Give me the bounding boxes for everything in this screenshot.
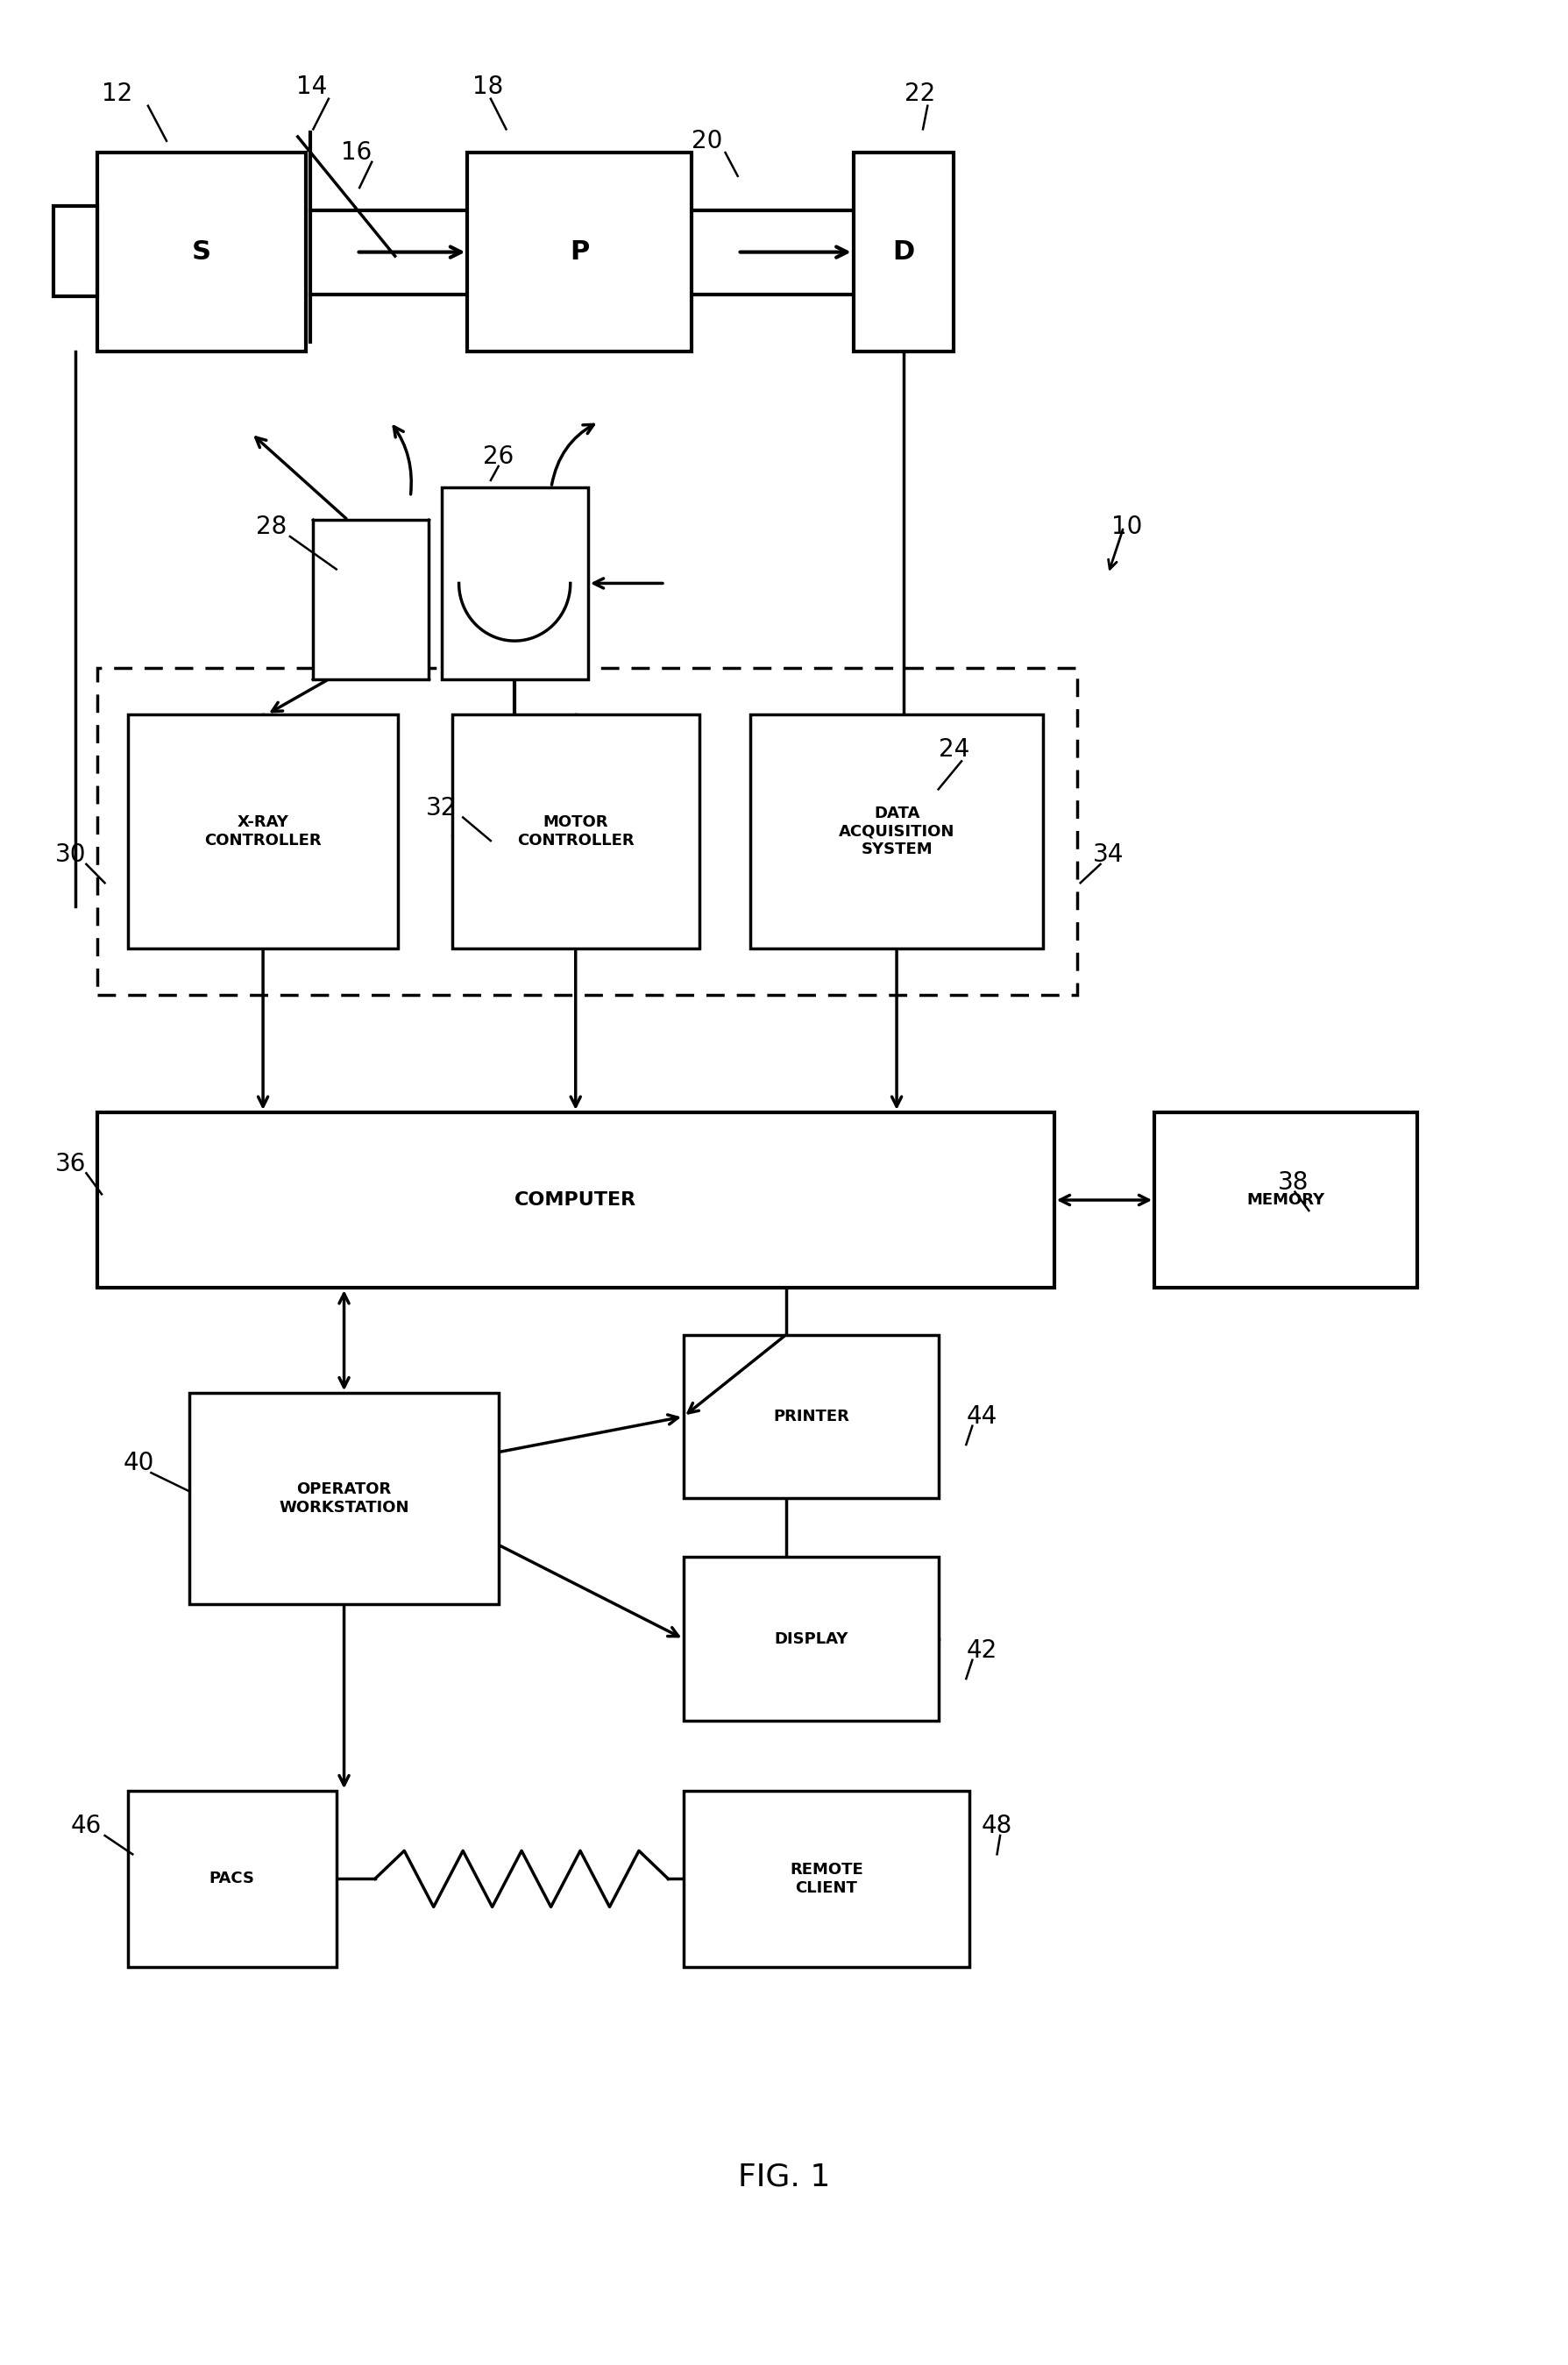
- FancyBboxPatch shape: [750, 714, 1043, 948]
- FancyBboxPatch shape: [129, 1790, 337, 1968]
- Text: 32: 32: [426, 795, 456, 821]
- Text: 26: 26: [483, 445, 514, 468]
- Text: 36: 36: [55, 1152, 86, 1175]
- FancyBboxPatch shape: [314, 520, 430, 679]
- Text: D: D: [892, 239, 914, 265]
- FancyBboxPatch shape: [684, 1334, 938, 1499]
- FancyBboxPatch shape: [452, 714, 699, 948]
- Text: 28: 28: [256, 516, 287, 539]
- Text: DATA
ACQUISITION
SYSTEM: DATA ACQUISITION SYSTEM: [839, 804, 955, 858]
- FancyBboxPatch shape: [97, 1112, 1054, 1289]
- Text: 24: 24: [938, 738, 969, 762]
- Text: DISPLAY: DISPLAY: [775, 1632, 848, 1646]
- Text: COMPUTER: COMPUTER: [514, 1192, 637, 1209]
- Text: 22: 22: [905, 83, 935, 106]
- FancyBboxPatch shape: [467, 154, 691, 352]
- FancyBboxPatch shape: [853, 154, 953, 352]
- Text: MEMORY: MEMORY: [1247, 1192, 1325, 1209]
- Text: 48: 48: [982, 1814, 1013, 1838]
- Text: P: P: [569, 239, 590, 265]
- Text: OPERATOR
WORKSTATION: OPERATOR WORKSTATION: [279, 1480, 409, 1516]
- FancyBboxPatch shape: [1154, 1112, 1417, 1289]
- Text: 42: 42: [966, 1639, 997, 1663]
- FancyBboxPatch shape: [129, 714, 398, 948]
- Text: FIG. 1: FIG. 1: [739, 2162, 829, 2192]
- Text: 10: 10: [1112, 516, 1142, 539]
- FancyBboxPatch shape: [53, 206, 97, 296]
- Text: 40: 40: [124, 1452, 154, 1476]
- Text: 30: 30: [55, 842, 86, 868]
- Text: 38: 38: [1278, 1171, 1309, 1194]
- Text: REMOTE
CLIENT: REMOTE CLIENT: [790, 1861, 862, 1897]
- Text: 12: 12: [102, 83, 133, 106]
- FancyBboxPatch shape: [441, 487, 588, 679]
- Text: 34: 34: [1093, 842, 1124, 868]
- Text: 20: 20: [691, 128, 723, 154]
- Text: 44: 44: [966, 1405, 997, 1428]
- Text: MOTOR
CONTROLLER: MOTOR CONTROLLER: [517, 814, 633, 849]
- Text: 18: 18: [472, 76, 503, 99]
- FancyBboxPatch shape: [684, 1556, 938, 1722]
- Text: 46: 46: [71, 1814, 102, 1838]
- Text: S: S: [191, 239, 212, 265]
- FancyBboxPatch shape: [190, 1393, 499, 1603]
- FancyBboxPatch shape: [684, 1790, 969, 1968]
- Text: 16: 16: [340, 140, 372, 166]
- FancyBboxPatch shape: [97, 154, 306, 352]
- Text: PACS: PACS: [210, 1871, 256, 1887]
- Text: X-RAY
CONTROLLER: X-RAY CONTROLLER: [204, 814, 321, 849]
- Text: 14: 14: [296, 76, 328, 99]
- Text: PRINTER: PRINTER: [773, 1410, 850, 1424]
